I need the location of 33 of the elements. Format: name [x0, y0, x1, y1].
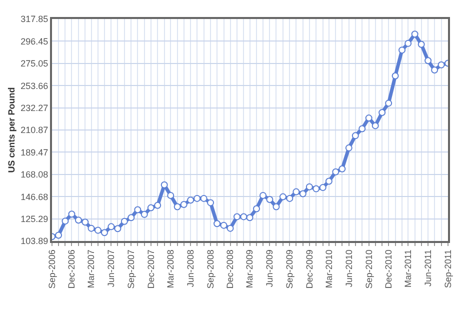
x-tick-label: Mar-2008: [166, 250, 176, 288]
y-tick-label: 232.27: [20, 102, 48, 113]
x-tick-label: Mar-2009: [244, 250, 255, 288]
y-tick-label: 103.89: [20, 236, 48, 246]
y-tick-label: 210.87: [20, 125, 48, 136]
x-tick-label: Jun-2011: [422, 250, 433, 286]
x-tick-label: Dec-2006: [66, 250, 77, 289]
y-tick-label: 275.05: [20, 58, 48, 69]
x-tick-label: Sep-2007: [126, 250, 136, 289]
y-tick-label: 168.08: [20, 170, 48, 180]
y-tick-label: 253.66: [20, 80, 48, 91]
x-tick-label: Dec-2007: [146, 250, 156, 289]
y-tick-label: 189.47: [20, 147, 48, 158]
x-tick-label: Dec-2008: [225, 250, 236, 289]
y-axis-title: US cents per Pound: [6, 87, 17, 173]
x-tick-label: Dec-2010: [384, 250, 394, 289]
x-tick-label: Sep-2011: [442, 250, 453, 288]
x-tick-label: Jun-2007: [106, 250, 116, 288]
x-tick-label: Sep-2010: [364, 250, 374, 289]
x-tick-label: Jun-2008: [186, 250, 196, 288]
x-tick-label: Mar-2011: [403, 250, 414, 288]
x-tick-label: Jun-2009: [264, 250, 275, 288]
y-tick-label: 296.45: [20, 36, 48, 46]
x-tick-label: Sep-2006: [46, 250, 57, 289]
x-tick-label: Mar-2007: [86, 250, 96, 288]
y-tick-label: 125.29: [20, 214, 48, 224]
x-tick-label: Jun-2010: [344, 250, 354, 288]
x-tick-label: Sep-2008: [205, 250, 216, 289]
y-tick-label: 317.85: [20, 14, 48, 24]
x-tick-label: Dec-2009: [304, 250, 314, 289]
x-tick-label: Sep-2009: [284, 250, 295, 289]
x-tick-label: Mar-2010: [324, 250, 334, 288]
y-tick-label: 146.68: [20, 192, 48, 202]
